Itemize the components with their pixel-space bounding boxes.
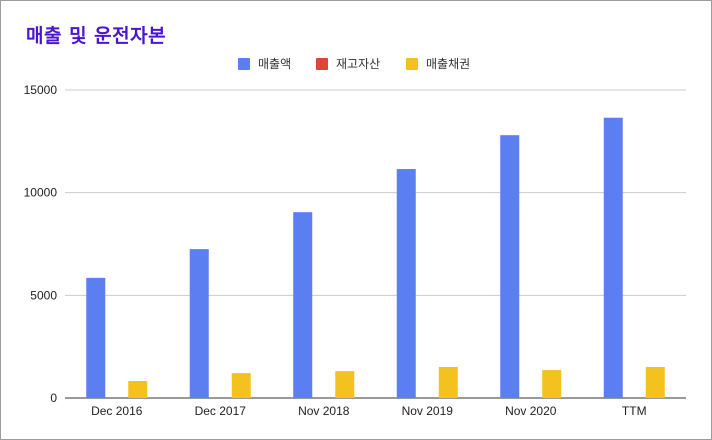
bar — [335, 371, 355, 398]
chart-title: 매출 및 운전자본 — [26, 25, 167, 47]
y-tick-label: 10000 — [24, 186, 58, 200]
y-tick-labels: 0 5000 10000 15000 — [24, 83, 58, 405]
x-tick-label: Nov 2019 — [402, 404, 454, 418]
y-tick-label: 15000 — [24, 83, 58, 97]
bar — [293, 212, 313, 398]
bar — [542, 370, 562, 398]
bar — [396, 169, 416, 398]
bar — [500, 135, 520, 398]
legend-label: 매출액 — [258, 57, 291, 71]
x-tick-label: Nov 2020 — [505, 404, 557, 418]
x-tick-label: TTM — [622, 404, 647, 418]
x-tick-label: Nov 2018 — [298, 404, 350, 418]
bar — [645, 366, 665, 398]
legend-swatch — [316, 58, 328, 70]
bar — [189, 249, 209, 398]
legend-label: 매출채권 — [426, 57, 470, 71]
legend-swatch — [238, 58, 250, 70]
y-tick-label: 5000 — [30, 288, 57, 302]
y-tick-label: 0 — [50, 391, 57, 405]
bars — [86, 117, 665, 398]
bar — [438, 366, 458, 398]
x-tick-labels: Dec 2016 Dec 2017 Nov 2018 Nov 2019 Nov 2020… — [91, 404, 647, 418]
bar — [603, 117, 623, 398]
x-tick-label: Dec 2016 — [91, 404, 143, 418]
legend-swatch — [406, 58, 418, 70]
legend-label: 재고자산 — [336, 57, 380, 71]
bar — [128, 380, 148, 398]
bar — [231, 373, 251, 398]
legend: 매출액 재고자산 매출채권 — [238, 57, 470, 71]
bar — [86, 277, 106, 398]
x-tick-label: Dec 2017 — [195, 404, 247, 418]
grid-lines — [65, 89, 686, 399]
